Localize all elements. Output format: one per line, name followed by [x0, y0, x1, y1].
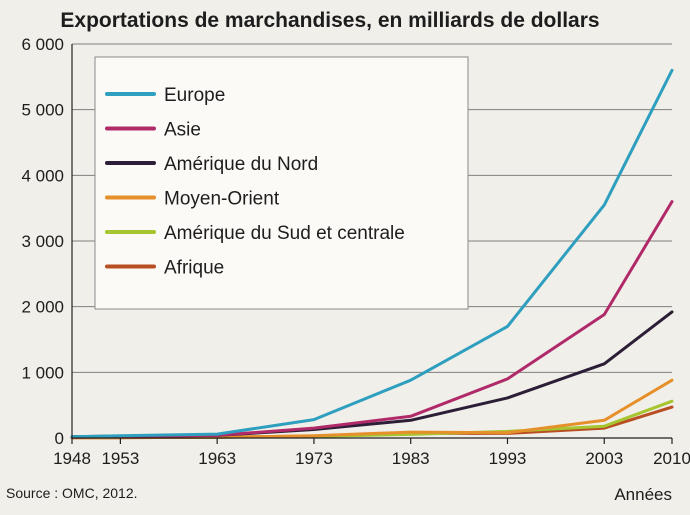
x-tick-label: 1983 [392, 449, 430, 468]
legend-box [94, 56, 469, 310]
x-tick-label: 1953 [101, 449, 139, 468]
x-tick-label: 1993 [489, 449, 527, 468]
y-tick-label: 0 [55, 429, 64, 448]
series-line-europe [70, 68, 674, 439]
y-tick-label: 1 000 [21, 363, 64, 382]
chart-title: Exportations de marchandises, en milliar… [60, 9, 599, 32]
x-tick-label: 2003 [585, 449, 623, 468]
y-tick-label: 3 000 [21, 232, 64, 251]
legend-label-moyen-orient: Moyen-Orient [164, 189, 280, 210]
legend-label-amerique-du-sud-et-centrale: Amérique du Sud et centrale [164, 223, 405, 244]
x-tick-label: 2010 [653, 449, 690, 468]
x-axis-label: Années [614, 485, 672, 504]
legend: Europe Asie Amérique du Nord Moyen-Orient Am… [94, 56, 469, 310]
x-tick-label: 1963 [198, 449, 236, 468]
x-tick-label: 1973 [295, 449, 333, 468]
axes [71, 44, 672, 439]
y-tick-labels: 0 1 000 2 000 3 000 4 000 5 000 6 000 [21, 35, 64, 448]
x-tick-label: 1948 [53, 449, 91, 468]
y-tick-label: 5 000 [21, 101, 64, 120]
y-tick-label: 6 000 [21, 35, 64, 54]
legend-label-asie: Asie [164, 120, 201, 141]
y-tick-label: 4 000 [21, 166, 64, 185]
y-tick-label: 2 000 [21, 298, 64, 317]
source-note: Source : OMC, 2012. [6, 485, 138, 501]
legend-label-afrique: Afrique [164, 258, 224, 279]
legend-label-europe: Europe [164, 85, 225, 106]
legend-label-amerique-du-nord: Amérique du Nord [164, 154, 318, 175]
x-tick-labels: 1948 1953 1963 1973 1983 1993 2003 2010 [53, 438, 690, 468]
